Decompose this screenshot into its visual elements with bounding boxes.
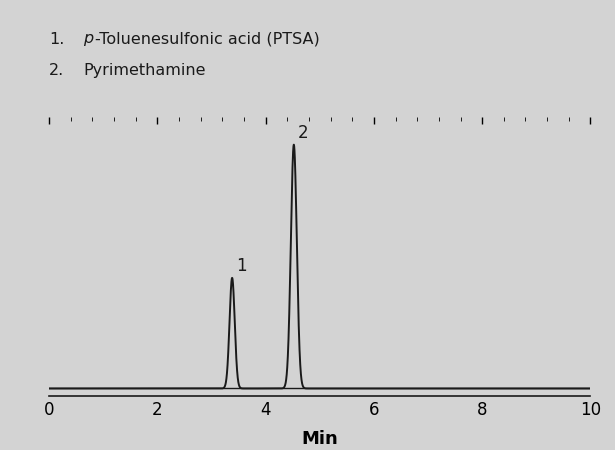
Text: 2: 2 [298, 124, 309, 142]
X-axis label: Min: Min [301, 430, 338, 448]
Text: Pyrimethamine: Pyrimethamine [83, 63, 205, 78]
Text: 1.: 1. [49, 32, 65, 46]
Text: 2.: 2. [49, 63, 65, 78]
Text: p: p [83, 32, 93, 46]
Text: 1: 1 [236, 257, 247, 275]
Text: -Toluenesulfonic acid (PTSA): -Toluenesulfonic acid (PTSA) [95, 32, 320, 46]
